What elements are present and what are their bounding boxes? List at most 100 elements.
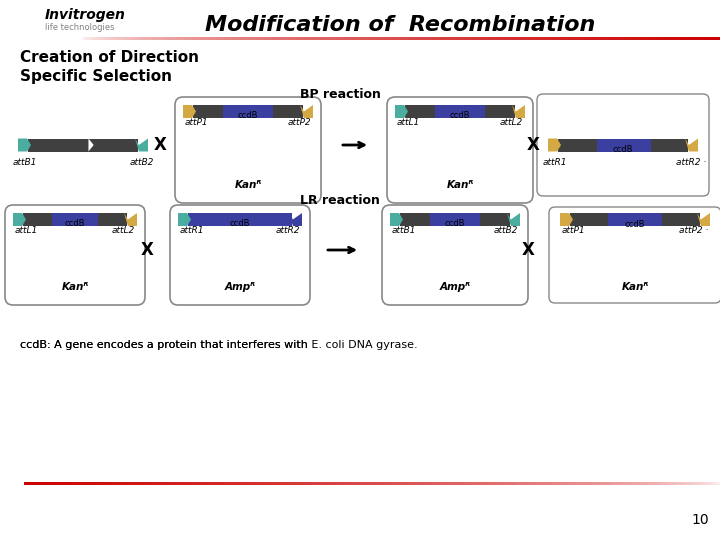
FancyBboxPatch shape	[382, 205, 528, 305]
Bar	[115, 37, 119, 40]
Bar	[408, 482, 412, 485]
Bar	[559, 37, 562, 40]
Bar	[342, 482, 346, 485]
Bar	[366, 482, 370, 485]
Bar	[540, 37, 543, 40]
Text: ccdB: A gene encodes a protein that interferes with: ccdB: A gene encodes a protein that inte…	[20, 340, 311, 350]
Bar	[421, 37, 424, 40]
Bar	[692, 482, 696, 485]
Bar	[405, 37, 408, 40]
Bar	[633, 37, 636, 40]
Text: attR1: attR1	[180, 226, 204, 235]
Bar	[195, 482, 199, 485]
Bar	[363, 482, 366, 485]
Bar	[657, 482, 660, 485]
Bar	[412, 482, 415, 485]
Bar	[128, 37, 132, 40]
Bar	[346, 482, 349, 485]
Bar	[672, 37, 675, 40]
Text: attL2: attL2	[500, 118, 523, 127]
Bar	[444, 482, 447, 485]
Bar	[395, 482, 398, 485]
Bar	[541, 482, 545, 485]
Bar	[186, 37, 189, 40]
Bar	[167, 482, 171, 485]
Bar	[269, 482, 272, 485]
Bar	[286, 482, 289, 485]
Bar	[464, 482, 468, 485]
Bar	[664, 482, 667, 485]
Text: ccdB: ccdB	[445, 219, 465, 228]
Bar	[188, 482, 192, 485]
Text: Specific Selection: Specific Selection	[20, 70, 172, 84]
Bar	[492, 37, 495, 40]
Polygon shape	[124, 213, 137, 226]
Bar	[649, 37, 652, 40]
Text: Modification of  Recombination: Modification of Recombination	[204, 15, 595, 35]
Bar	[570, 213, 700, 226]
Bar	[94, 482, 97, 485]
Text: X: X	[521, 241, 534, 259]
Bar	[398, 37, 402, 40]
Bar	[253, 37, 257, 40]
Bar	[562, 482, 566, 485]
Bar	[163, 482, 167, 485]
Bar	[685, 482, 688, 485]
Bar	[395, 37, 398, 40]
Bar	[209, 482, 212, 485]
Bar	[538, 482, 541, 485]
Bar	[184, 482, 188, 485]
Bar	[678, 482, 682, 485]
Bar	[212, 482, 216, 485]
Bar	[688, 37, 691, 40]
Bar	[437, 37, 440, 40]
Bar	[292, 37, 295, 40]
Bar	[80, 37, 84, 40]
Bar	[643, 482, 647, 485]
Bar	[466, 37, 469, 40]
Bar	[552, 482, 556, 485]
Bar	[254, 482, 258, 485]
Bar	[335, 482, 338, 485]
Bar	[240, 482, 244, 485]
Bar	[594, 482, 598, 485]
Text: Kanᴿ: Kanᴿ	[234, 180, 261, 190]
Bar	[132, 482, 135, 485]
Bar	[501, 37, 505, 40]
Bar	[315, 37, 318, 40]
Bar	[456, 37, 459, 40]
Bar	[469, 37, 472, 40]
Bar	[482, 482, 485, 485]
Bar	[382, 37, 385, 40]
Bar	[205, 482, 209, 485]
Bar	[353, 482, 356, 485]
Bar	[411, 37, 415, 40]
Bar	[531, 482, 534, 485]
Bar	[161, 37, 163, 40]
Bar	[543, 37, 546, 40]
Bar	[436, 482, 440, 485]
Bar	[559, 138, 688, 152]
Bar	[264, 37, 266, 40]
Text: BP reaction: BP reaction	[300, 89, 380, 102]
Bar	[698, 37, 701, 40]
Bar	[590, 482, 594, 485]
Bar	[400, 213, 510, 226]
Bar	[476, 37, 479, 40]
Bar	[374, 482, 377, 485]
Bar	[472, 37, 476, 40]
Text: X: X	[153, 136, 166, 154]
Bar	[86, 482, 90, 485]
Bar	[305, 37, 308, 40]
Bar	[510, 482, 513, 485]
FancyBboxPatch shape	[175, 97, 321, 203]
Bar	[163, 37, 167, 40]
Bar	[58, 482, 62, 485]
Bar	[468, 482, 472, 485]
Bar	[24, 482, 27, 485]
Bar	[192, 482, 195, 485]
Bar	[534, 482, 538, 485]
Bar	[391, 482, 395, 485]
Bar	[566, 482, 570, 485]
Bar	[196, 37, 199, 40]
